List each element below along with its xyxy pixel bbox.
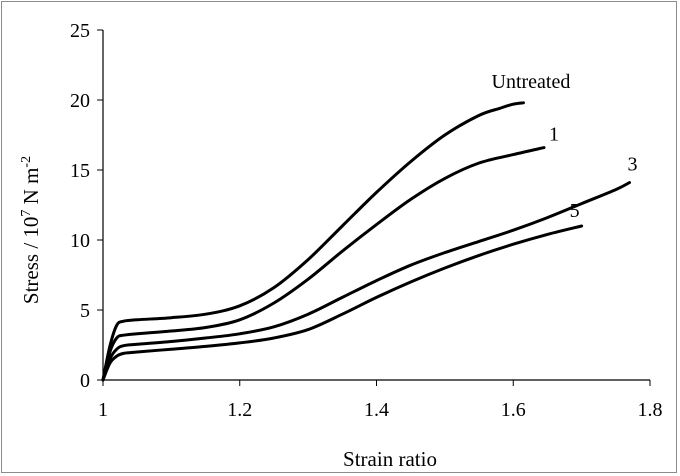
- x-tick-label: 1.4: [364, 399, 389, 421]
- series-label-3: 3: [627, 154, 637, 176]
- y-tick-label: 15: [70, 160, 90, 182]
- series-line-3: [101, 181, 631, 382]
- series-lines: [101, 101, 631, 382]
- y-tick-label: 5: [80, 300, 90, 322]
- y-tick-label: 0: [80, 370, 90, 392]
- series-line-2: [101, 146, 546, 382]
- x-axis-title: Strain ratio: [343, 447, 437, 471]
- x-tick-label: 1.6: [501, 399, 526, 421]
- x-tick-label: 1.2: [227, 399, 252, 421]
- series-line-4: [101, 224, 584, 382]
- y-tick-label: 20: [70, 90, 90, 112]
- series-label-2: 1: [549, 124, 559, 146]
- y-axis-title-main: Stress / 10: [19, 217, 43, 305]
- y-tick-label: 10: [70, 230, 90, 252]
- series-line-1: [101, 101, 526, 382]
- series-labels: Untreated 1 3 5: [492, 71, 638, 222]
- y-axis-title-unit-exponent: -2: [19, 156, 34, 168]
- series-label-1: Untreated: [492, 71, 571, 93]
- y-axis-title: Stress / 107 N m-2: [19, 156, 43, 304]
- y-axis-title-exponent: 7: [19, 210, 34, 217]
- x-tick-label: 1.8: [638, 399, 663, 421]
- y-axis-title-unit: N m: [19, 168, 43, 210]
- series-label-4: 5: [570, 200, 580, 222]
- x-tick-label: 1: [98, 399, 108, 421]
- y-tick-label: 25: [70, 20, 90, 42]
